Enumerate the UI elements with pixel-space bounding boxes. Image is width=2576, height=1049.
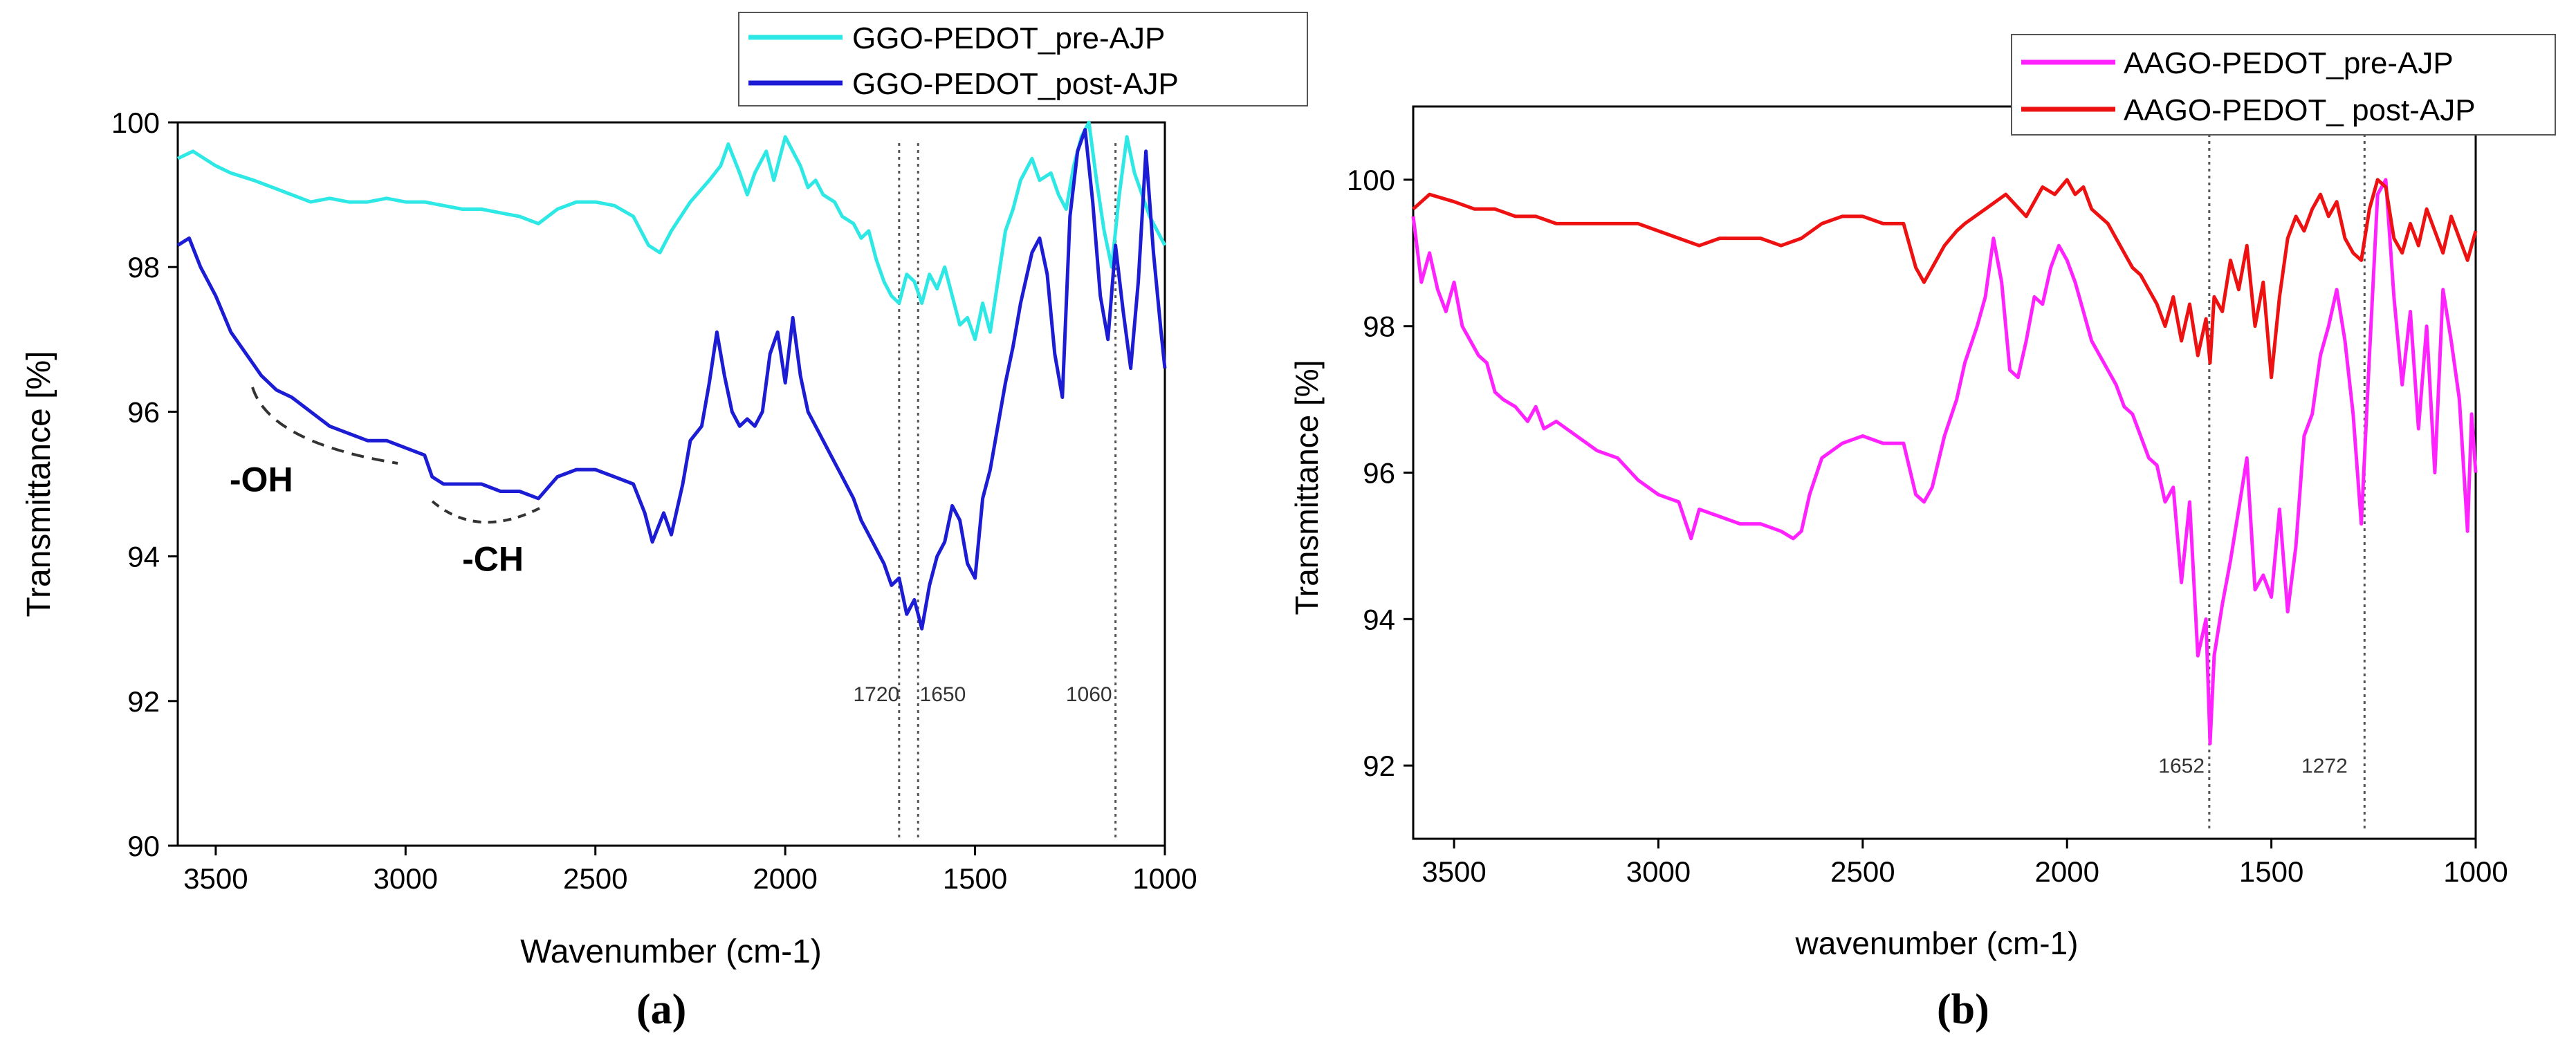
annotation-label: 1272 xyxy=(2301,755,2348,778)
annotation-label: -OH xyxy=(230,460,293,499)
oh-bracket xyxy=(251,387,398,465)
y-tick-label: 94 xyxy=(1363,603,1395,635)
y-tick-label: 98 xyxy=(127,251,160,284)
x-tick-label: 2000 xyxy=(753,862,817,895)
annotations-b: 1652 1272 xyxy=(2158,755,2348,778)
x-tick-label: 3500 xyxy=(183,862,248,895)
legend-label-post-b: AAGO-PEDOT_ post-AJP xyxy=(2124,93,2476,127)
annotation-label: 1060 xyxy=(1066,683,1112,706)
y-tick-label: 90 xyxy=(127,830,160,862)
y-axis-label-a: Transmittance [%] xyxy=(21,351,57,617)
y-tick-label: 98 xyxy=(1363,310,1395,343)
y-tick-label: 100 xyxy=(1347,164,1395,196)
x-tick-label: 1000 xyxy=(1132,862,1197,895)
annotation-label: 1650 xyxy=(920,683,966,706)
x-tick-label: 2500 xyxy=(1830,855,1895,888)
x-tick-label: 3000 xyxy=(1626,855,1691,888)
legend-label-post-a: GGO-PEDOT_post-AJP xyxy=(852,67,1179,101)
panel-a: 3500 3000 2500 2000 1500 1000 90 92 94 96 98 100 -O… xyxy=(21,12,1308,970)
axis-ticks-b: 3500 3000 2500 2000 1500 1000 92 94 96 98 100 xyxy=(1347,164,2508,888)
plot-frame-b xyxy=(1412,105,2477,840)
y-tick-label: 92 xyxy=(127,685,160,718)
reference-lines-b xyxy=(2208,127,2366,832)
x-tick-label: 2500 xyxy=(563,862,627,895)
legend-label-pre-b: AAGO-PEDOT_pre-AJP xyxy=(2124,46,2454,80)
x-tick-label: 1000 xyxy=(2443,855,2508,888)
legend-box-b xyxy=(2011,34,2556,136)
annotation-label: 1652 xyxy=(2158,755,2205,778)
panel-label-b: (b) xyxy=(1937,986,1989,1033)
plot-frame-a xyxy=(176,121,1166,847)
legend-a: GGO-PEDOT_pre-AJP GGO-PEDOT_post-AJP xyxy=(738,12,1308,106)
x-axis-label-a: Wavenumber (cm-1) xyxy=(520,934,822,970)
x-tick-label: 1500 xyxy=(2239,855,2303,888)
series-group-b xyxy=(1411,178,2478,745)
x-tick-label: 1500 xyxy=(943,862,1007,895)
x-tick-label: 2000 xyxy=(2035,855,2099,888)
y-tick-label: 96 xyxy=(127,396,160,428)
ch-bracket xyxy=(431,500,540,524)
series-group-a xyxy=(176,120,1167,631)
reference-lines-a xyxy=(898,143,1117,839)
legend-box-a xyxy=(738,12,1308,106)
y-axis-label-b: Transmittance [%] xyxy=(1289,360,1325,615)
panel-label-a: (a) xyxy=(636,986,687,1033)
x-axis-label-b: wavenumber (cm-1) xyxy=(1795,925,2079,961)
y-tick-label: 96 xyxy=(1363,457,1395,490)
x-tick-label: 3000 xyxy=(374,862,438,895)
series-line-post xyxy=(1412,178,2478,380)
legend-b: AAGO-PEDOT_pre-AJP AAGO-PEDOT_ post-AJP xyxy=(2011,34,2556,136)
axis-ticks-a: 3500 3000 2500 2000 1500 1000 90 92 94 96 98 100 xyxy=(111,106,1197,895)
panel-b: 3500 3000 2500 2000 1500 1000 92 94 96 98 100 1652… xyxy=(1289,34,2556,961)
legend-label-pre-a: GGO-PEDOT_pre-AJP xyxy=(852,21,1165,55)
annotations-a: -OH -CH 1720 1650 1060 xyxy=(230,460,1112,705)
series-line-pre xyxy=(176,120,1167,342)
annotation-label: -CH xyxy=(462,540,524,579)
x-tick-label: 3500 xyxy=(1422,855,1486,888)
annotation-label: 1720 xyxy=(854,683,900,706)
series-line-post xyxy=(176,128,1167,631)
y-tick-label: 100 xyxy=(111,106,160,139)
y-tick-label: 92 xyxy=(1363,750,1395,782)
series-line-pre xyxy=(1411,178,2478,745)
y-tick-label: 94 xyxy=(127,541,160,573)
